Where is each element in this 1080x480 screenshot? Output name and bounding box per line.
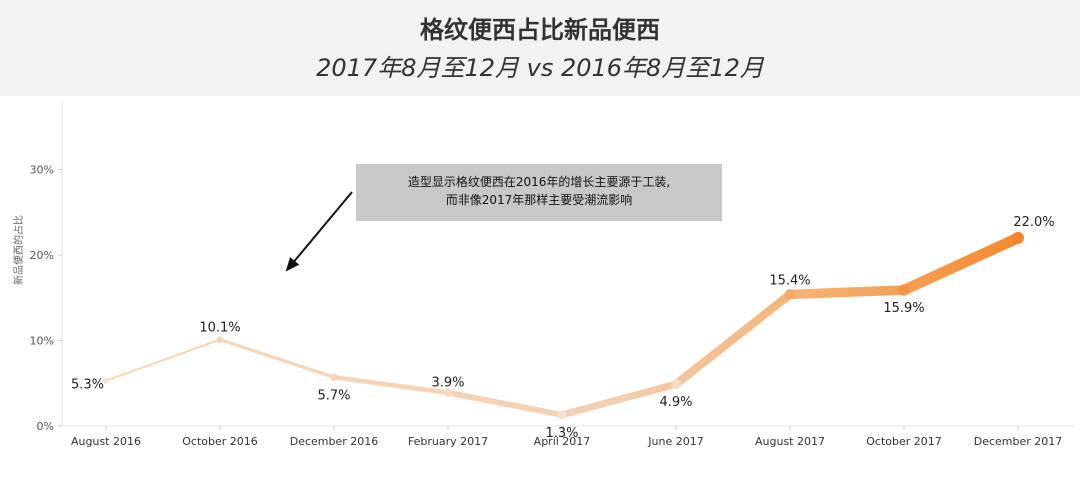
data-point: [671, 379, 681, 389]
data-point: [784, 289, 796, 300]
data-label: 4.9%: [659, 395, 692, 410]
dot-layer: [103, 231, 1024, 420]
chart-subtitle: 2017年8月至12月 vs 2016年8月至12月: [316, 54, 764, 82]
x-tick-label: December 2016: [290, 435, 379, 448]
data-label: 3.9%: [431, 376, 464, 391]
series-line-segment: [558, 380, 680, 419]
annotation-box: [356, 164, 722, 221]
chart-title: 格纹便西占比新品便西: [420, 16, 660, 44]
annotation-arrow: [285, 191, 353, 272]
y-tick-label: 0%: [37, 420, 54, 433]
data-point: [443, 388, 453, 397]
data-label: 15.4%: [769, 273, 810, 288]
y-axis-title: 新品便西的占比: [12, 215, 25, 285]
series-line-segment: [445, 389, 565, 418]
x-tick-label: August 2017: [755, 435, 825, 448]
y-tick-label: 30%: [30, 164, 54, 177]
data-point: [330, 373, 338, 382]
data-label: 10.1%: [199, 321, 240, 336]
label-layer: 5.3% 10.1% 5.7% 3.9% 1.3% 4.9% 15.4% 15.9% 22.0%: [71, 215, 1055, 441]
chart-header: 格纹便西占比新品便西 2017年8月至12月 vs 2016年8月至12月: [0, 0, 1080, 96]
data-label: 1.3%: [545, 426, 578, 441]
series-line-segment: [898, 232, 1024, 296]
data-label: 22.0%: [1013, 215, 1054, 230]
annotation-text: 造型显示格纹便西在2016年的增长主要源于工装,: [408, 174, 670, 189]
data-point: [1012, 231, 1024, 244]
x-tick-label: February 2017: [408, 435, 488, 448]
y-tick-label: 20%: [30, 249, 54, 262]
series-line-segment: [785, 285, 909, 300]
annotation-text: 而非像2017年那样主要受潮流影响: [446, 192, 633, 207]
axis-layer: 0% 10% 20% 30% 新品便西的占比 August 2016 October 201…: [12, 100, 1075, 448]
x-tick-label: April 2017: [534, 435, 591, 448]
x-tick-label: October 2017: [866, 435, 942, 448]
x-tick-label: August 2016: [71, 435, 141, 448]
data-label: 5.3%: [71, 378, 104, 393]
data-point: [103, 377, 109, 384]
x-tick-label: December 2017: [974, 435, 1063, 448]
data-label: 5.7%: [317, 388, 350, 403]
x-tick-label: October 2016: [182, 435, 258, 448]
series-line-segment: [671, 290, 795, 389]
data-point: [216, 336, 224, 344]
annotation-layer: 造型显示格纹便西在2016年的增长主要源于工装, 而非像2017年那样主要受潮流影…: [285, 164, 722, 272]
data-point: [557, 410, 567, 420]
x-tick-label: June 2017: [647, 435, 703, 448]
y-tick-label: 10%: [30, 335, 54, 348]
data-point: [898, 284, 910, 296]
series-line-segment: [218, 337, 336, 379]
data-label: 15.9%: [883, 301, 924, 316]
line-layer: [104, 232, 1024, 419]
series-line-segment: [331, 374, 451, 395]
series-line-segment: [104, 338, 222, 382]
